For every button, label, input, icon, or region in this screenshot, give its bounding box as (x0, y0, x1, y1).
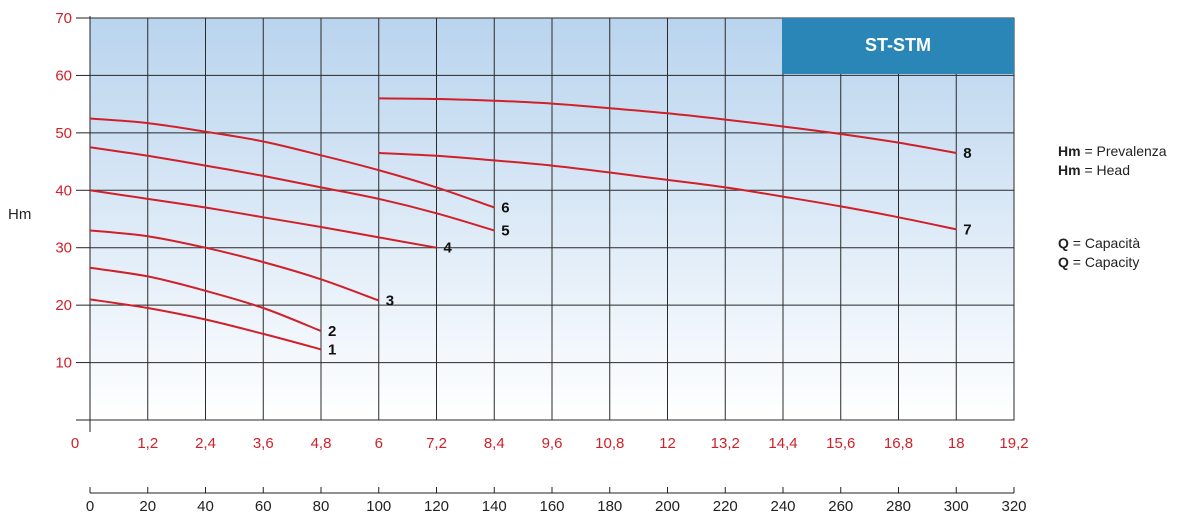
x-tick-label-top: 6 (375, 435, 383, 452)
grid-lines (89, 17, 1015, 421)
chart-title: ST-STM (865, 35, 931, 55)
y-tick-label: 30 (55, 240, 72, 257)
legend-capacity-it: Q = Capacità (1058, 235, 1140, 251)
curve-label-5: 5 (501, 222, 509, 239)
x-tick-label-top: 7,2 (426, 435, 447, 452)
curve-6 (89, 117, 495, 209)
x-tick-label-bottom: 260 (828, 498, 853, 515)
curve-label-8: 8 (963, 145, 971, 162)
curve-2 (89, 266, 322, 332)
y-tick-label: 40 (55, 182, 72, 199)
legend-hm-it-text: = Prevalenza (1084, 143, 1167, 159)
x-tick-label-bottom: 300 (944, 498, 969, 515)
x-tick-label-bottom: 0 (86, 498, 94, 515)
x-tick-label-bottom: 200 (655, 498, 680, 515)
curve-label-1: 1 (328, 341, 336, 358)
x-tick-label-bottom: 320 (1001, 498, 1026, 515)
x-tick-label-bottom: 220 (713, 498, 738, 515)
x-tick-label-top: 18 (948, 435, 965, 452)
x-tick-label-top: 16,8 (884, 435, 913, 452)
x-tick-label-bottom: 180 (597, 498, 622, 515)
x-tick-label-bottom: 80 (313, 498, 330, 515)
legend-q-symbol: Q (1058, 235, 1069, 251)
x-tick-label-top: 9,6 (542, 435, 563, 452)
x-tick-label-top: 14,4 (768, 435, 797, 452)
legend-hm-en-text: = Head (1084, 162, 1130, 178)
curve-4 (89, 189, 437, 249)
curve-3 (89, 229, 380, 302)
x-tick-label-top: 10,8 (595, 435, 624, 452)
legend-head-it: Hm = Prevalenza (1058, 143, 1167, 159)
y-tick-label: 70 (55, 10, 72, 27)
curve-7 (378, 152, 957, 231)
curves (89, 97, 957, 351)
curve-8 (378, 97, 957, 154)
x-tick-label-bottom: 120 (424, 498, 449, 515)
y-tick-labels: 10 20 30 40 50 60 70 (55, 10, 72, 372)
curve-label-6: 6 (501, 200, 509, 217)
legend-head-en: Hm = Head (1058, 162, 1130, 178)
x-tick-label-bottom: 60 (255, 498, 272, 515)
badge-box (782, 18, 1014, 74)
x-tick-label-bottom: 40 (197, 498, 214, 515)
curve-label-4: 4 (444, 240, 453, 257)
x-tick-label-top: 2,4 (195, 435, 216, 452)
legend-capacity-en: Q = Capacity (1058, 254, 1139, 270)
x-tick-label-bottom: 140 (482, 498, 507, 515)
curve-labels: 12 3 4 5 6 7 8 (328, 145, 972, 358)
x-tick-label-top: 15,6 (826, 435, 855, 452)
curve-1 (89, 298, 322, 351)
x-tick-label-bottom: 240 (770, 498, 795, 515)
x-tick-label-bottom: 100 (366, 498, 391, 515)
curve-5 (89, 146, 495, 232)
x-tick-labels-top: 0 1,2 2,4 3,6 4,8 6 7,2 8,4 9,6 10,8 12 13,2 14,4 15,… (71, 435, 1029, 452)
x-tick-labels-bottom: 0 20 40 60 80 100 120 140 160 180 200 220 240 260 280 3… (86, 498, 1027, 515)
y-tick-label: 10 (55, 355, 72, 372)
axes (76, 16, 1015, 494)
legend-hm-symbol-en: Hm (1058, 162, 1081, 178)
curve-label-2: 2 (328, 323, 336, 340)
y-axis-label: Hm (8, 206, 32, 223)
y-tick-label: 50 (55, 125, 72, 142)
legend-q-en-text: = Capacity (1072, 254, 1140, 270)
legend-hm-symbol: Hm (1058, 143, 1081, 159)
curve-label-7: 7 (963, 221, 971, 238)
y-tick-label: 20 (55, 297, 72, 314)
x-tick-label-bottom: 280 (886, 498, 911, 515)
x-tick-label-bottom: 20 (139, 498, 156, 515)
legend-q-it-text: = Capacità (1072, 235, 1141, 251)
x-tick-label-top: 19,2 (999, 435, 1028, 452)
x-tick-label-top: 0 (71, 435, 79, 452)
series-badge: ST-STM (782, 18, 1014, 74)
x-tick-label-top: 4,8 (311, 435, 332, 452)
x-tick-label-top: 8,4 (484, 435, 505, 452)
x-tick-label-bottom: 160 (539, 498, 564, 515)
curve-label-3: 3 (386, 293, 394, 310)
x-tick-label-top: 13,2 (711, 435, 740, 452)
x-tick-label-top: 1,2 (137, 435, 158, 452)
legend-q-symbol-en: Q (1058, 254, 1069, 270)
x-tick-label-top: 12 (659, 435, 676, 452)
x-tick-label-top: 3,6 (253, 435, 274, 452)
y-tick-label: 60 (55, 67, 72, 84)
